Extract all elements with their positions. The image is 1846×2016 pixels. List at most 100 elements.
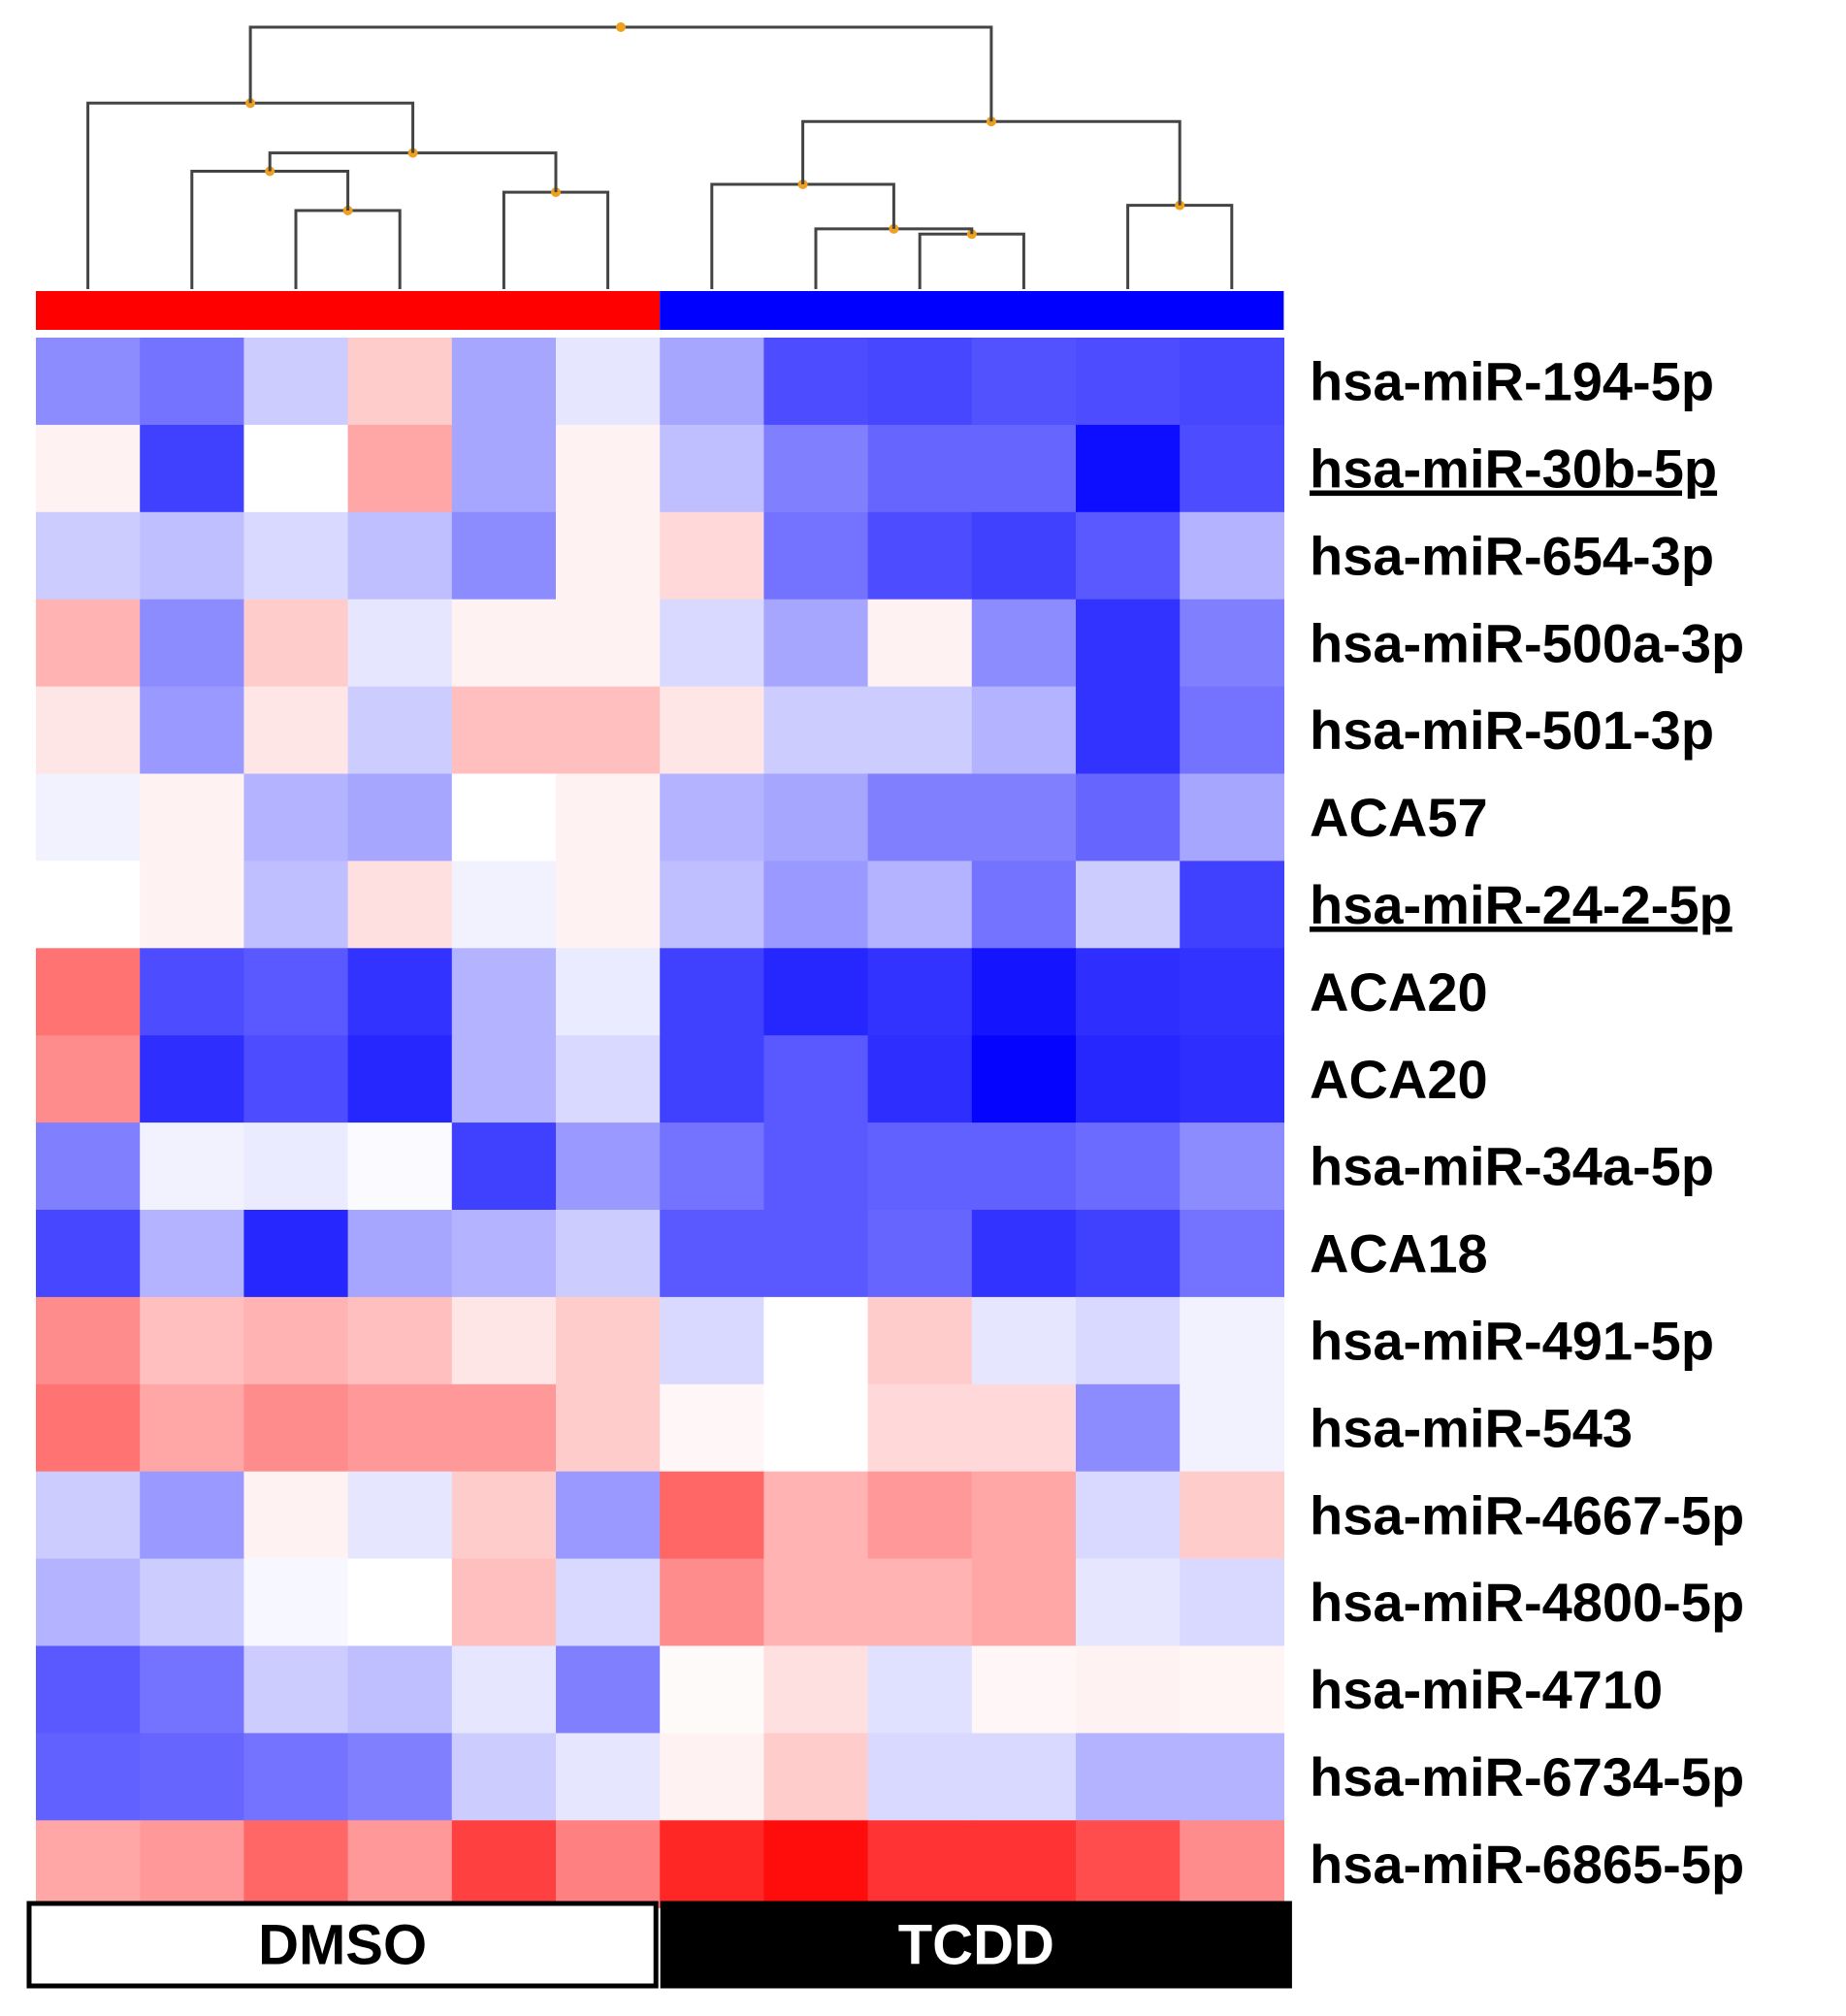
heatmap-cell-r17-c2 xyxy=(243,1820,349,1908)
heatmap-cell-r13-c1 xyxy=(140,1471,244,1560)
heatmap-cell-r5-c1 xyxy=(140,773,244,862)
heatmap-cell-r11-c6 xyxy=(660,1296,764,1385)
heatmap-cell-r12-c8 xyxy=(867,1383,973,1473)
heatmap-cell-r13-c10 xyxy=(1076,1471,1181,1560)
heatmap-cell-r3-c8 xyxy=(867,599,973,688)
heatmap-cell-r2-c3 xyxy=(347,511,453,601)
heatmap-cell-r0-c9 xyxy=(971,338,1077,426)
heatmap-cell-r9-c0 xyxy=(36,1122,141,1211)
heatmap-cell-r6-c1 xyxy=(140,861,244,949)
heatmap-cell-r11-c7 xyxy=(763,1296,869,1385)
heatmap-cell-r14-c8 xyxy=(867,1558,973,1647)
heatmap-cell-r3-c2 xyxy=(243,599,349,688)
heatmap-cell-r8-c3 xyxy=(347,1035,453,1123)
heatmap-cell-r17-c6 xyxy=(660,1820,764,1908)
heatmap-cell-r13-c0 xyxy=(36,1471,141,1560)
heatmap-cell-r10-c8 xyxy=(867,1210,973,1298)
heatmap-cell-r15-c9 xyxy=(971,1645,1077,1734)
row-label: hsa-miR-24-2-5p xyxy=(1310,874,1733,935)
heatmap-cell-r2-c6 xyxy=(660,511,764,601)
heatmap-cell-r7-c5 xyxy=(556,948,661,1036)
heatmap-cell-r10-c4 xyxy=(451,1210,557,1298)
row-label: hsa-miR-34a-5p xyxy=(1310,1136,1714,1197)
heatmap-cell-r0-c6 xyxy=(660,338,764,426)
heatmap-cell-r2-c2 xyxy=(243,511,349,601)
heatmap-cell-r16-c7 xyxy=(763,1733,869,1821)
heatmap-cell-r14-c2 xyxy=(243,1558,349,1647)
heatmap-cell-r17-c11 xyxy=(1180,1820,1284,1908)
heatmap-cell-r4-c7 xyxy=(763,686,869,775)
heatmap-cell-r0-c8 xyxy=(867,338,973,426)
heatmap-cell-r7-c10 xyxy=(1076,948,1181,1036)
row-label: ACA18 xyxy=(1310,1223,1488,1284)
heatmap-cell-r3-c6 xyxy=(660,599,764,688)
heatmap-cell-r16-c5 xyxy=(556,1733,661,1821)
heatmap-cell-r2-c10 xyxy=(1076,511,1181,601)
row-label: hsa-miR-194-5p xyxy=(1310,351,1714,412)
heatmap-cell-r2-c8 xyxy=(867,511,973,601)
heatmap-cell-r13-c11 xyxy=(1180,1471,1284,1560)
heatmap-cell-r11-c9 xyxy=(971,1296,1077,1385)
heatmap-cell-r4-c1 xyxy=(140,686,244,775)
group-color-bars xyxy=(36,291,1284,330)
heatmap-cell-r8-c9 xyxy=(971,1035,1077,1123)
heatmap-cell-r16-c9 xyxy=(971,1733,1077,1821)
dendrogram-branch-A xyxy=(294,209,402,289)
group-box-dmso xyxy=(26,1901,659,1989)
heatmap-cell-r15-c11 xyxy=(1180,1645,1284,1734)
dendrogram-branch-C xyxy=(502,190,610,289)
row-label: hsa-miR-4800-5p xyxy=(1310,1572,1744,1633)
heatmap-cell-r6-c11 xyxy=(1180,861,1284,949)
dendrogram-branch-I xyxy=(1126,204,1234,289)
heatmap-cells xyxy=(36,338,1284,1908)
heatmap-cell-r8-c8 xyxy=(867,1035,973,1123)
heatmap-cell-r5-c9 xyxy=(971,773,1077,862)
heatmap-cell-r4-c0 xyxy=(36,686,141,775)
heatmap-cell-r2-c4 xyxy=(451,511,557,601)
heatmap-cell-r12-c3 xyxy=(347,1383,453,1473)
heatmap-cell-r7-c8 xyxy=(867,948,973,1036)
heatmap-cell-r4-c2 xyxy=(243,686,349,775)
heatmap-cell-r0-c11 xyxy=(1180,338,1284,426)
heatmap-cell-r12-c2 xyxy=(243,1383,349,1473)
heatmap-cell-r3-c10 xyxy=(1076,599,1181,688)
row-label: ACA20 xyxy=(1310,1049,1488,1110)
heatmap-cell-r3-c11 xyxy=(1180,599,1284,688)
heatmap-cell-r6-c8 xyxy=(867,861,973,949)
heatmap-cell-r0-c3 xyxy=(347,338,453,426)
heatmap-cell-r11-c0 xyxy=(36,1296,141,1385)
heatmap-cell-r8-c7 xyxy=(763,1035,869,1123)
heatmap-cell-r10-c10 xyxy=(1076,1210,1181,1298)
heatmap-cell-r15-c1 xyxy=(140,1645,244,1734)
heatmap-cell-r5-c8 xyxy=(867,773,973,862)
heatmap-cell-r5-c3 xyxy=(347,773,453,862)
group-label-dmso: DMSO xyxy=(258,1914,427,1977)
dendrogram-branch-B xyxy=(190,170,350,289)
heatmap-cell-r15-c4 xyxy=(451,1645,557,1734)
row-label: ACA20 xyxy=(1310,961,1488,1023)
group-box-tcdd xyxy=(660,1901,1292,1989)
heatmap-cell-r12-c5 xyxy=(556,1383,661,1473)
dendrogram-branch-E xyxy=(86,101,415,289)
row-label: hsa-miR-491-5p xyxy=(1310,1311,1714,1372)
heatmap-cell-r11-c11 xyxy=(1180,1296,1284,1385)
heatmap-cell-r8-c6 xyxy=(660,1035,764,1123)
heatmap-cell-r16-c6 xyxy=(660,1733,764,1821)
heatmap-cell-r13-c8 xyxy=(867,1471,973,1560)
heatmap-cell-r4-c4 xyxy=(451,686,557,775)
heatmap-cell-r8-c2 xyxy=(243,1035,349,1123)
heatmap-cell-r12-c10 xyxy=(1076,1383,1181,1473)
heatmap-cell-r9-c2 xyxy=(243,1122,349,1211)
heatmap-cell-r16-c4 xyxy=(451,1733,557,1821)
heatmap-cell-r14-c0 xyxy=(36,1558,141,1647)
heatmap-cell-r9-c5 xyxy=(556,1122,661,1211)
heatmap-cell-r14-c4 xyxy=(451,1558,557,1647)
heatmap-cell-r11-c8 xyxy=(867,1296,973,1385)
heatmap-cell-r3-c5 xyxy=(556,599,661,688)
heatmap-cell-r6-c4 xyxy=(451,861,557,949)
heatmap-cell-r6-c0 xyxy=(36,861,141,949)
heatmap-cell-r11-c1 xyxy=(140,1296,244,1385)
heatmap-cell-r15-c2 xyxy=(243,1645,349,1734)
row-label: hsa-miR-654-3p xyxy=(1310,525,1714,586)
heatmap-cell-r10-c1 xyxy=(140,1210,244,1298)
